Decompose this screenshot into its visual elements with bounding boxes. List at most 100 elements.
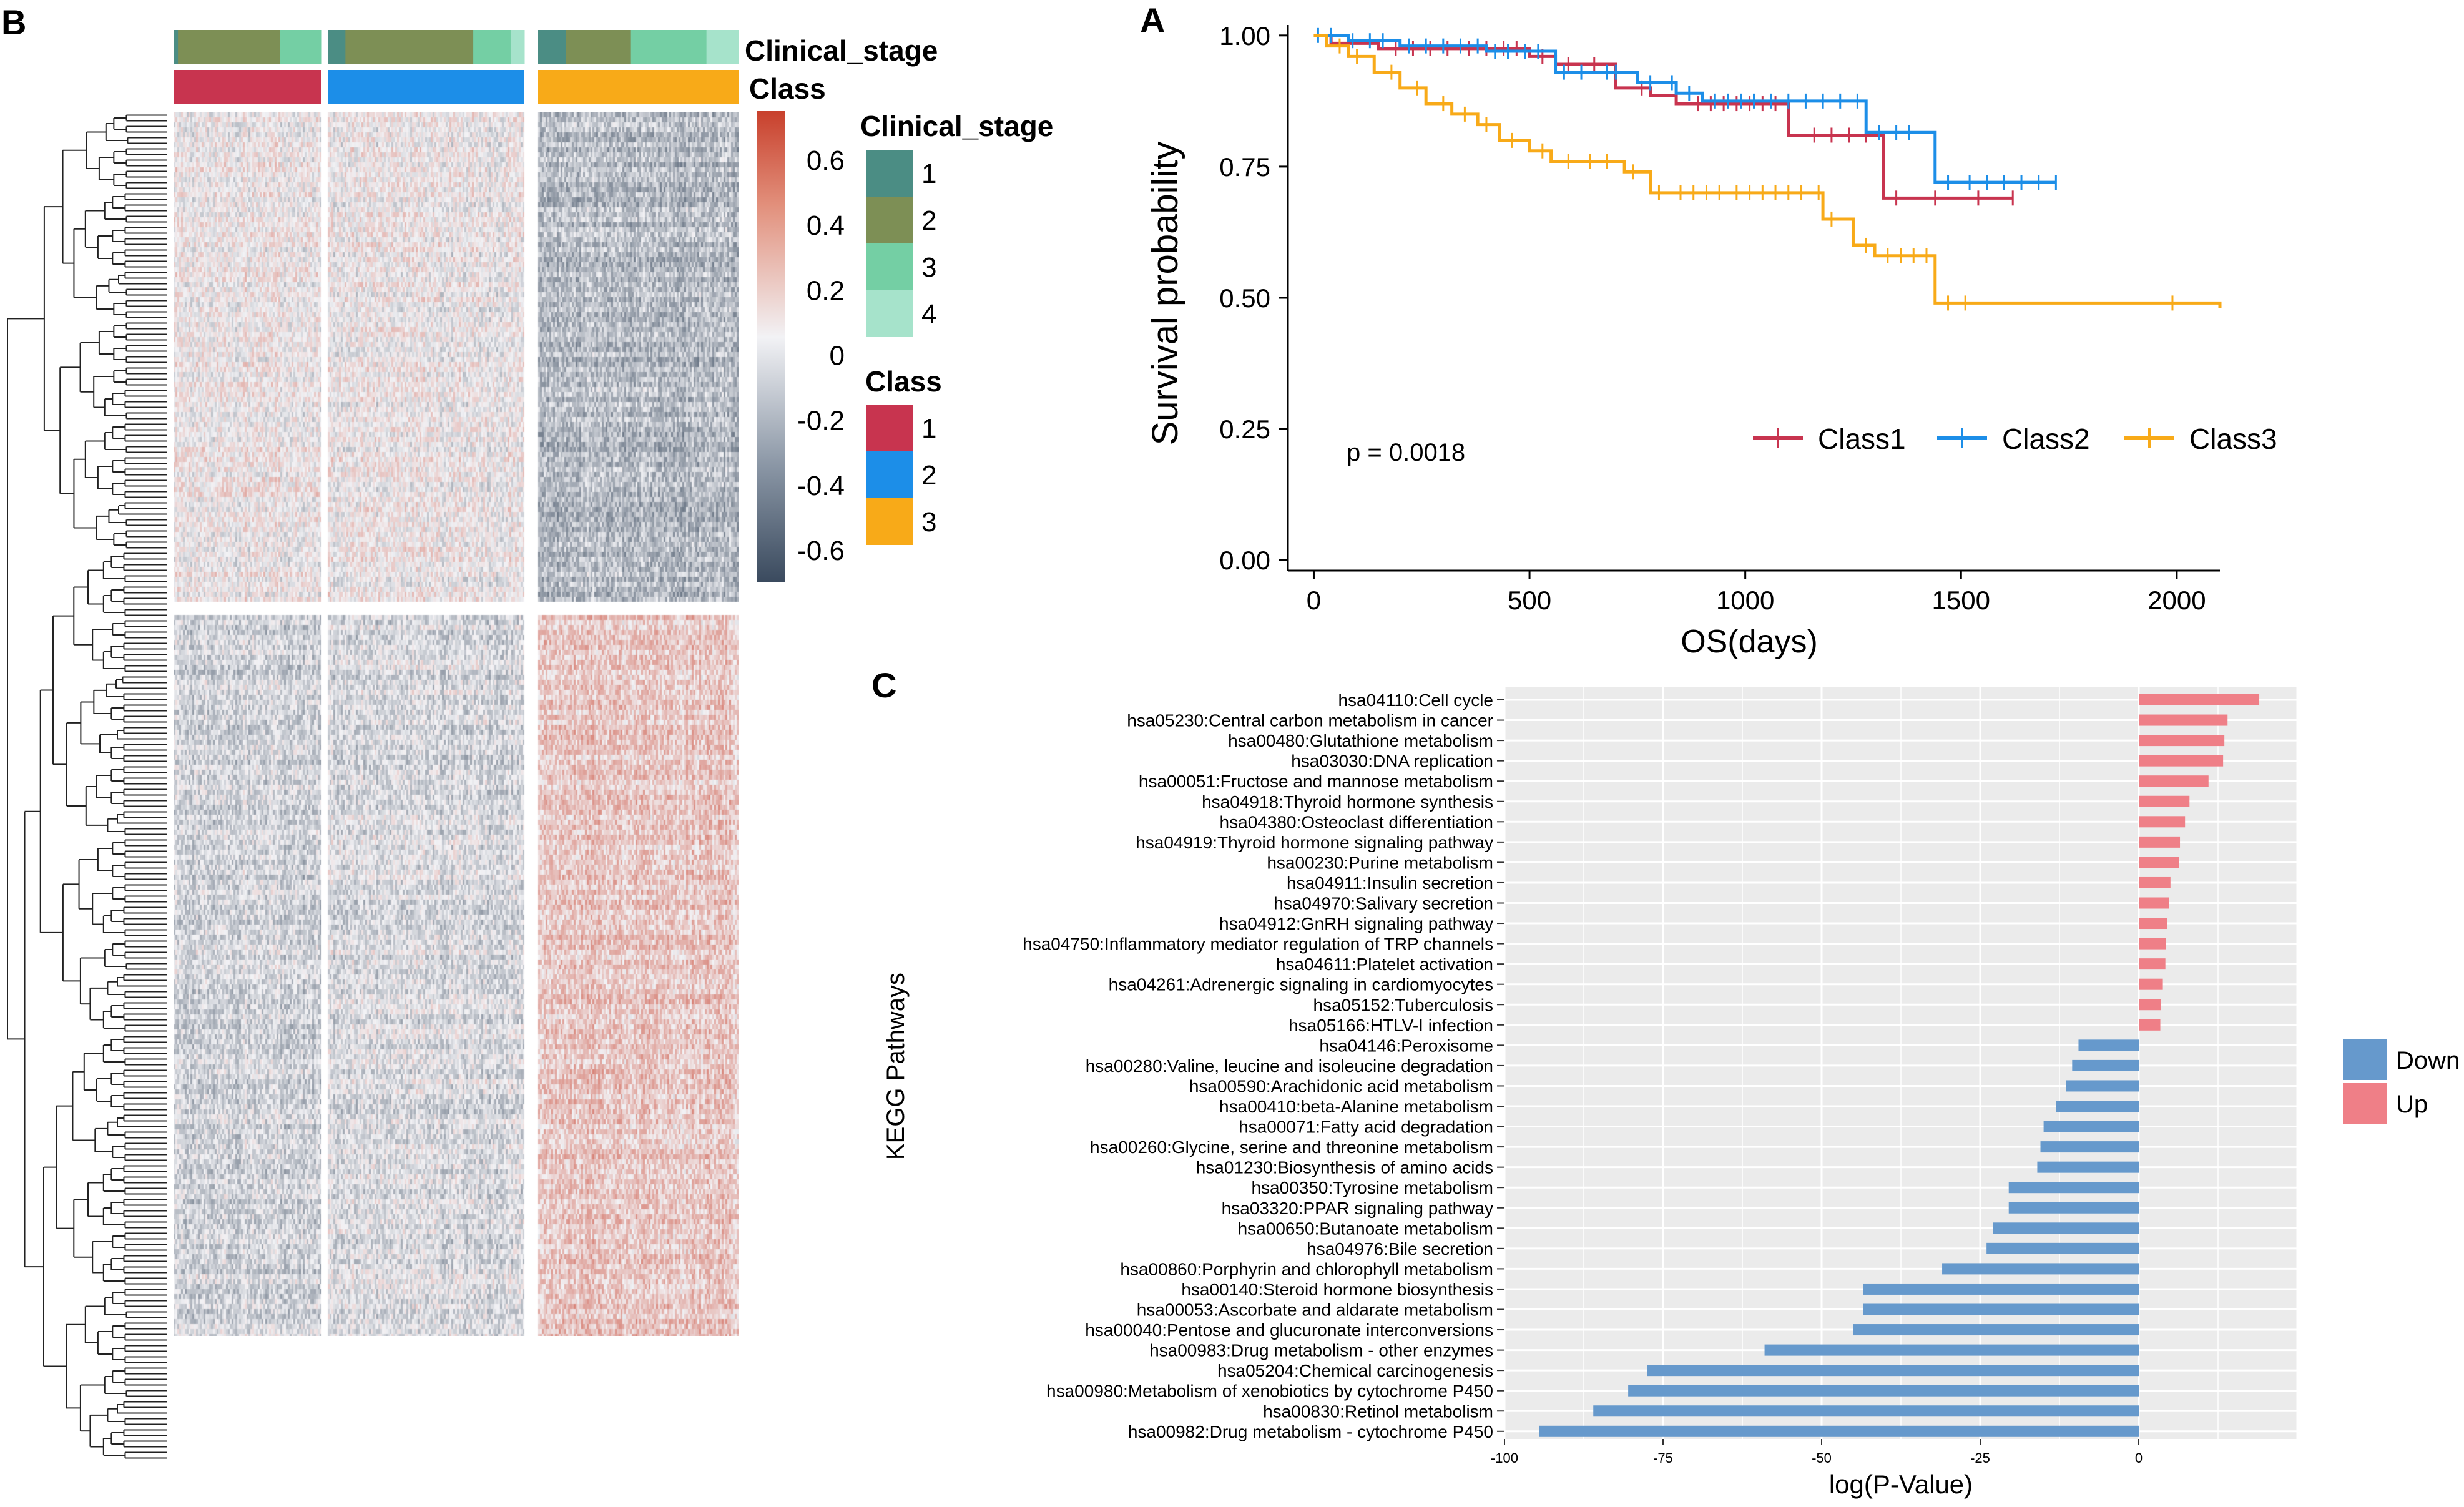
legend-class: Class 1 2 3	[865, 365, 942, 545]
bar-up	[2139, 876, 2171, 888]
stage-segment	[178, 30, 281, 64]
colorbar-ticks: 0.6 0.4 0.2 0 -0.2 -0.4 -0.6	[785, 145, 845, 566]
km-x-tick-label: 2000	[2147, 586, 2206, 615]
legend-class-item: 3	[921, 507, 936, 538]
stage-annotation-label: Clinical_stage	[745, 34, 938, 67]
kegg-category-label: hsa00350:Tyrosine metabolism	[1251, 1178, 1493, 1197]
km-curve-class3	[1313, 34, 2222, 308]
stage-segment	[706, 30, 739, 64]
bar-up	[2139, 1019, 2161, 1031]
legend-class-swatch	[866, 451, 913, 498]
legend-stage-item: 4	[921, 299, 936, 330]
km-legend-label: Class3	[2189, 423, 2277, 455]
kegg-category-label: hsa03320:PPAR signaling pathway	[1222, 1199, 1493, 1218]
colorbar-tick-label: 0	[830, 341, 845, 371]
clinical-stage-annotation-bar	[174, 30, 739, 64]
km-curve-class2	[1313, 34, 2056, 184]
panel-label-a: A	[1140, 1, 1165, 40]
bar-down	[2043, 1121, 2139, 1132]
bar-down	[2078, 1039, 2139, 1051]
kegg-category-label: hsa04380:Osteoclast differentiation	[1220, 812, 1493, 832]
colorbar-tick-label: 0.4	[807, 210, 845, 241]
legend-stage-swatch	[866, 243, 913, 290]
bar-up	[2139, 714, 2228, 726]
bar-up	[2139, 694, 2260, 705]
kegg-y-axis-title: KEGG Pathways	[882, 973, 910, 1160]
legend-stage-item: 3	[921, 252, 936, 283]
kegg-category-label: hsa04611:Platelet activation	[1276, 955, 1493, 974]
legend-stage-swatch	[866, 290, 913, 337]
kegg-x-tick-label: -25	[1970, 1450, 1990, 1466]
kegg-category-label: hsa00650:Butanoate metabolism	[1238, 1219, 1493, 1238]
kegg-category-label: hsa04912:GnRH signaling pathway	[1219, 914, 1493, 933]
kegg-category-label: hsa05230:Central carbon metabolism in ca…	[1127, 711, 1493, 730]
kegg-legend-label: Down	[2396, 1047, 2460, 1074]
bar-down	[1942, 1263, 2139, 1275]
kegg-x-axis-title: log(P-Value)	[1829, 1470, 1973, 1499]
kegg-category-label: hsa00071:Fatty acid degradation	[1239, 1117, 1493, 1137]
row-dendrogram	[7, 114, 167, 1459]
kegg-bars	[1539, 694, 2260, 1437]
stage-segment	[328, 30, 346, 64]
bar-up	[2139, 836, 2181, 848]
kegg-category-label: hsa04750:Inflammatory mediator regulatio…	[1023, 935, 1493, 954]
bar-up	[2139, 897, 2169, 909]
survival-panel: A 0.000.250.500.751.00 0 500 1000 1500 2000 …	[1140, 1, 2277, 660]
panel-label-c: C	[871, 665, 896, 705]
stage-segment	[510, 30, 525, 64]
kegg-category-label: hsa00983:Drug metabolism - other enzymes	[1149, 1341, 1493, 1360]
kegg-category-label: hsa00410:beta-Alanine metabolism	[1219, 1097, 1493, 1116]
bar-down	[1863, 1303, 2139, 1315]
kegg-category-label: hsa04976:Bile secretion	[1307, 1239, 1493, 1259]
km-curve-class1	[1313, 34, 2013, 200]
km-x-ticks: 0 500 1000 1500 2000	[1307, 571, 2206, 615]
legend-stage-title: Clinical_stage	[860, 110, 1053, 142]
bar-down	[1539, 1425, 2139, 1437]
heatmap-cells	[174, 112, 739, 1336]
kegg-x-tick-label: -100	[1491, 1450, 1518, 1466]
kegg-category-label: hsa00280:Valine, leucine and isoleucine …	[1086, 1056, 1493, 1076]
kegg-category-label: hsa00982:Drug metabolism - cytochrome P4…	[1128, 1422, 1493, 1441]
km-y-tick-label: 0.75	[1219, 152, 1270, 182]
stage-segment	[174, 30, 179, 64]
kegg-category-label: hsa04261:Adrenergic signaling in cardiom…	[1109, 975, 1493, 994]
legend-class-item: 2	[921, 460, 936, 491]
kegg-category-label: hsa04970:Salivary secretion	[1274, 894, 1493, 913]
kegg-category-label: hsa00980:Metabolism of xenobiotics by cy…	[1046, 1382, 1493, 1401]
kegg-category-label: hsa04918:Thyroid hormone synthesis	[1202, 792, 1493, 812]
kegg-category-label: hsa00053:Ascorbate and aldarate metaboli…	[1137, 1300, 1493, 1320]
km-x-tick-label: 1500	[1932, 586, 1990, 615]
km-x-tick-label: 500	[1508, 586, 1551, 615]
class-annotation-bar	[174, 70, 739, 104]
bar-down	[1647, 1365, 2139, 1377]
class-segment	[328, 70, 524, 104]
bar-up	[2139, 918, 2167, 930]
legend-stage-swatch	[866, 150, 913, 197]
km-y-tick-label: 0.00	[1219, 546, 1270, 575]
bar-down	[1986, 1242, 2139, 1254]
kegg-category-label: hsa04911:Insulin secretion	[1287, 873, 1493, 893]
legend-class-swatch	[866, 405, 913, 451]
kegg-x-tick-label: -75	[1653, 1450, 1673, 1466]
bar-down	[1764, 1344, 2139, 1356]
bar-up	[2139, 958, 2166, 970]
kegg-grid	[1503, 687, 2299, 1439]
panel-label-b: B	[1, 2, 26, 42]
km-x-tick-label: 0	[1307, 586, 1321, 615]
bar-up	[2139, 816, 2186, 828]
stage-segment	[630, 30, 707, 64]
legend-stage-swatch	[866, 197, 913, 243]
bar-down	[2037, 1161, 2139, 1173]
kegg-category-label: hsa00830:Retinol metabolism	[1263, 1401, 1493, 1421]
colorbar-gradient	[757, 111, 785, 582]
bar-up	[2139, 978, 2163, 990]
bar-up	[2139, 857, 2179, 868]
bar-down	[2072, 1059, 2139, 1071]
kegg-x-tick-label: 0	[2135, 1450, 2143, 1466]
bar-up	[2139, 755, 2224, 767]
kegg-legend-label: Up	[2396, 1091, 2428, 1118]
bar-down	[1863, 1283, 2139, 1295]
kegg-category-label: hsa04919:Thyroid hormone signaling pathw…	[1136, 833, 1493, 852]
colorbar-tick-label: 0.6	[807, 145, 845, 176]
